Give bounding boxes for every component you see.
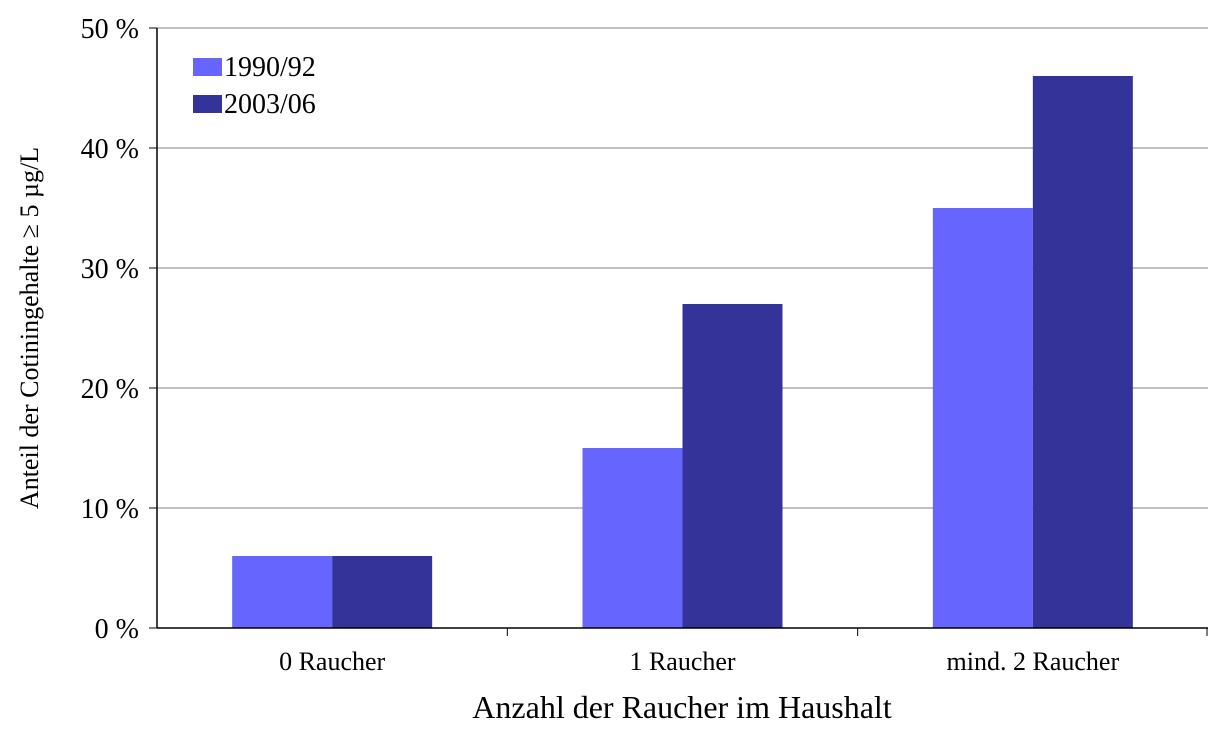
y-tick-label: 10 % bbox=[81, 494, 139, 525]
bar bbox=[582, 448, 683, 628]
y-tick-label: 20 % bbox=[81, 374, 139, 405]
bar bbox=[682, 304, 783, 628]
legend-swatch bbox=[193, 95, 222, 113]
y-tick-label: 30 % bbox=[81, 254, 139, 285]
category-label: mind. 2 Raucher bbox=[947, 647, 1120, 676]
category-label: 1 Raucher bbox=[629, 647, 735, 676]
y-axis-title: Anteil der Cotiningehalte ≥ 5 µg/L bbox=[15, 147, 44, 509]
labels: Anzahl der Raucher im Haushalt Anteil de… bbox=[15, 14, 1119, 725]
bar bbox=[932, 208, 1033, 628]
axes bbox=[149, 27, 1208, 636]
bars bbox=[232, 76, 1133, 628]
bar bbox=[1032, 76, 1133, 628]
legend-swatch bbox=[193, 58, 222, 76]
legend-label: 2003/06 bbox=[224, 89, 316, 120]
y-tick-label: 40 % bbox=[81, 134, 139, 165]
category-label: 0 Raucher bbox=[279, 647, 385, 676]
legend-label: 1990/92 bbox=[224, 52, 316, 83]
x-axis-title: Anzahl der Raucher im Haushalt bbox=[472, 689, 892, 725]
bar bbox=[232, 556, 333, 628]
legend: 1990/92 2003/06 bbox=[193, 52, 316, 120]
bar bbox=[332, 556, 433, 628]
y-tick-label: 0 % bbox=[95, 614, 139, 645]
y-tick-label: 50 % bbox=[81, 14, 139, 45]
